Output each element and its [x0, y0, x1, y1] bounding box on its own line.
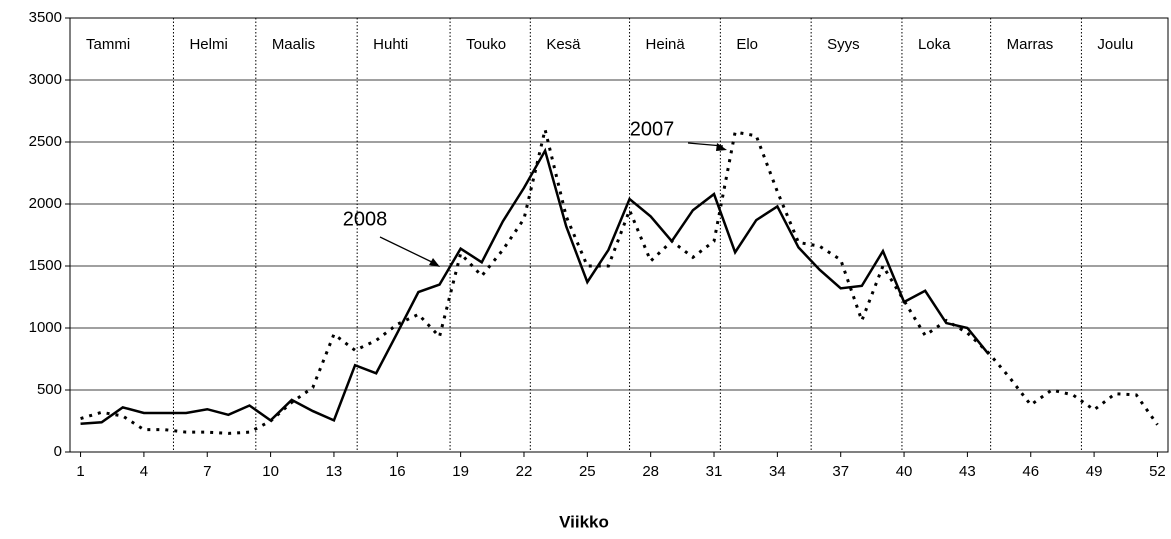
y-tick-label: 1500 — [29, 257, 62, 274]
month-label: Huhti — [373, 36, 408, 53]
x-tick-label: 46 — [1022, 463, 1039, 480]
annotation-arrow — [379, 236, 439, 266]
x-tick-label: 7 — [203, 463, 211, 480]
annotation-arrowhead — [429, 258, 440, 267]
x-tick-label: 16 — [389, 463, 406, 480]
y-tick-label: 3000 — [29, 71, 62, 88]
y-tick-label: 500 — [37, 381, 62, 398]
y-tick-label: 3500 — [29, 9, 62, 26]
month-label: Kesä — [546, 36, 581, 53]
month-label: Heinä — [646, 36, 686, 53]
series-line — [80, 129, 1159, 435]
month-label: Joulu — [1097, 36, 1133, 53]
x-tick-label: 34 — [769, 463, 786, 480]
month-label: Loka — [918, 36, 951, 53]
annotation-arrowhead — [716, 143, 727, 151]
month-label: Elo — [736, 36, 758, 53]
y-tick-label: 2500 — [29, 133, 62, 150]
y-tick-label: 2000 — [29, 195, 62, 212]
month-label: Touko — [466, 36, 506, 53]
x-tick-label: 4 — [140, 463, 148, 480]
x-axis-label: Viikko — [559, 512, 609, 531]
x-tick-label: 52 — [1149, 463, 1166, 480]
x-tick-label: 40 — [896, 463, 913, 480]
x-tick-label: 13 — [326, 463, 343, 480]
x-tick-label: 37 — [832, 463, 849, 480]
x-tick-label: 31 — [706, 463, 723, 480]
plot-frame — [69, 17, 1169, 453]
annotation: 2007 — [630, 118, 675, 140]
x-tick-label: 19 — [452, 463, 469, 480]
y-tick-label: 1000 — [29, 319, 62, 336]
x-tick-label: 10 — [262, 463, 279, 480]
annotation: 2008 — [343, 208, 388, 230]
x-tick-label: 22 — [516, 463, 533, 480]
y-tick-label: 0 — [54, 443, 62, 460]
x-tick-label: 25 — [579, 463, 596, 480]
series-line — [80, 147, 990, 425]
month-label: Tammi — [86, 36, 130, 53]
x-tick-label: 43 — [959, 463, 976, 480]
x-tick-label: 1 — [76, 463, 84, 480]
month-label: Marras — [1007, 36, 1054, 53]
month-label: Helmi — [189, 36, 227, 53]
month-label: Syys — [827, 36, 860, 53]
x-tick-label: 49 — [1086, 463, 1103, 480]
month-label: Maalis — [272, 36, 315, 53]
x-tick-label: 28 — [642, 463, 659, 480]
